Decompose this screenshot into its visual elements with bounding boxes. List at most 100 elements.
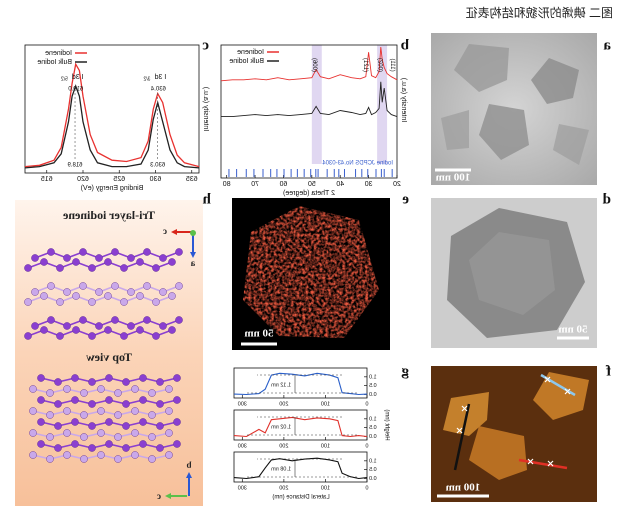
atom — [29, 385, 37, 393]
atom — [139, 418, 147, 426]
atom — [56, 298, 64, 306]
atom — [165, 385, 173, 393]
panel-letter: d — [602, 191, 611, 207]
atom — [143, 316, 151, 324]
atom — [56, 264, 64, 272]
peak-position: 619.0 — [68, 87, 84, 93]
atom — [97, 407, 105, 415]
y-tick-label: 0.0 — [369, 434, 377, 440]
atom — [156, 378, 164, 386]
data-line — [233, 372, 368, 396]
atom — [47, 248, 55, 256]
scale-bar-label: 100 nm — [446, 482, 481, 494]
atom — [111, 316, 119, 324]
panel-letter: e — [402, 191, 409, 207]
atom — [168, 326, 176, 334]
atom — [148, 389, 156, 397]
atom — [63, 407, 71, 415]
tem-image-a — [431, 33, 597, 185]
legend-label: Iodinene — [45, 50, 72, 57]
x-tick-label: 615 — [41, 176, 53, 183]
atom — [31, 322, 39, 330]
lattice — [24, 248, 183, 463]
peak-label-sub: 3/2 — [143, 76, 150, 82]
atom — [56, 332, 64, 340]
atom — [95, 322, 103, 330]
x-tick-label: 70 — [251, 181, 259, 188]
afm-image-f — [431, 366, 597, 502]
atom — [173, 374, 181, 382]
peak-label: I 3d — [72, 74, 84, 81]
atom — [24, 298, 32, 306]
atom — [37, 440, 45, 448]
atom — [139, 374, 147, 382]
atom — [97, 385, 105, 393]
atom — [175, 316, 183, 324]
peak-label: (006) — [311, 58, 317, 72]
peak-label: I 3d — [154, 74, 166, 81]
peak-position: 630.4 — [150, 87, 166, 93]
highlight-band — [377, 45, 388, 164]
plot-frame — [24, 44, 200, 174]
step-height: 1.12 nm — [271, 382, 291, 388]
atom — [54, 444, 62, 452]
peak-label: (002) — [376, 58, 382, 72]
atom — [29, 451, 37, 459]
scale-bar-label: 50 nm — [558, 324, 587, 336]
axis-label: b — [186, 460, 191, 470]
x-tick-label: 630 — [150, 176, 162, 183]
atom — [24, 332, 32, 340]
atom — [114, 389, 122, 397]
atom — [95, 254, 103, 262]
y-tick-label: 1.0 — [369, 458, 377, 464]
figure-title: 图二 碘烯的形貌和结构表征 — [466, 5, 613, 20]
atom — [71, 396, 79, 404]
atom — [136, 258, 144, 266]
atom — [127, 254, 135, 262]
atom — [156, 444, 164, 452]
atom — [152, 264, 160, 272]
legend-label: Bulk Iodine — [37, 59, 72, 66]
atom — [136, 326, 144, 334]
atom — [156, 400, 164, 408]
atom — [46, 433, 54, 441]
atom — [95, 288, 103, 296]
x-tick-label: 200 — [279, 443, 288, 449]
atom — [120, 264, 128, 272]
peak-position: 618.9 — [67, 163, 83, 169]
structure-heading: Tri-layer iodinene — [62, 208, 155, 222]
atom — [173, 440, 181, 448]
atom — [104, 292, 112, 300]
peak-position: 630.3 — [150, 163, 166, 169]
atom — [88, 378, 96, 386]
y-axis-label: Intensity (a.u.) — [400, 78, 407, 122]
x-tick-label: 100 — [321, 401, 330, 407]
atom — [122, 378, 130, 386]
atom — [111, 282, 119, 290]
atom — [143, 248, 151, 256]
atom — [120, 298, 128, 306]
atom — [97, 451, 105, 459]
panel-letter: b — [401, 37, 409, 53]
atom — [136, 292, 144, 300]
plot-frame — [220, 44, 398, 179]
atom — [105, 418, 113, 426]
atom — [120, 332, 128, 340]
y-tick-label: 0.0 — [369, 476, 377, 482]
x-tick-label: 100 — [321, 485, 330, 491]
mirrored-figure: 图二 碘烯的形貌和结构表征 a 100 nm d 50 nm e 50 nm — [15, 5, 613, 506]
atom — [88, 400, 96, 408]
atom — [104, 326, 112, 334]
atom — [139, 396, 147, 404]
reference-label: Iodine JCPDS No.43-0304 — [322, 161, 393, 167]
x-axis-label: 2 Theta (degree) — [283, 190, 335, 197]
atom — [159, 322, 167, 330]
atom — [79, 248, 87, 256]
x-axis-label: Binding Energy (eV) — [81, 185, 144, 192]
atom — [37, 418, 45, 426]
atom — [71, 440, 79, 448]
atom — [88, 444, 96, 452]
atom — [131, 429, 139, 437]
x-tick-label: 620 — [77, 176, 89, 183]
